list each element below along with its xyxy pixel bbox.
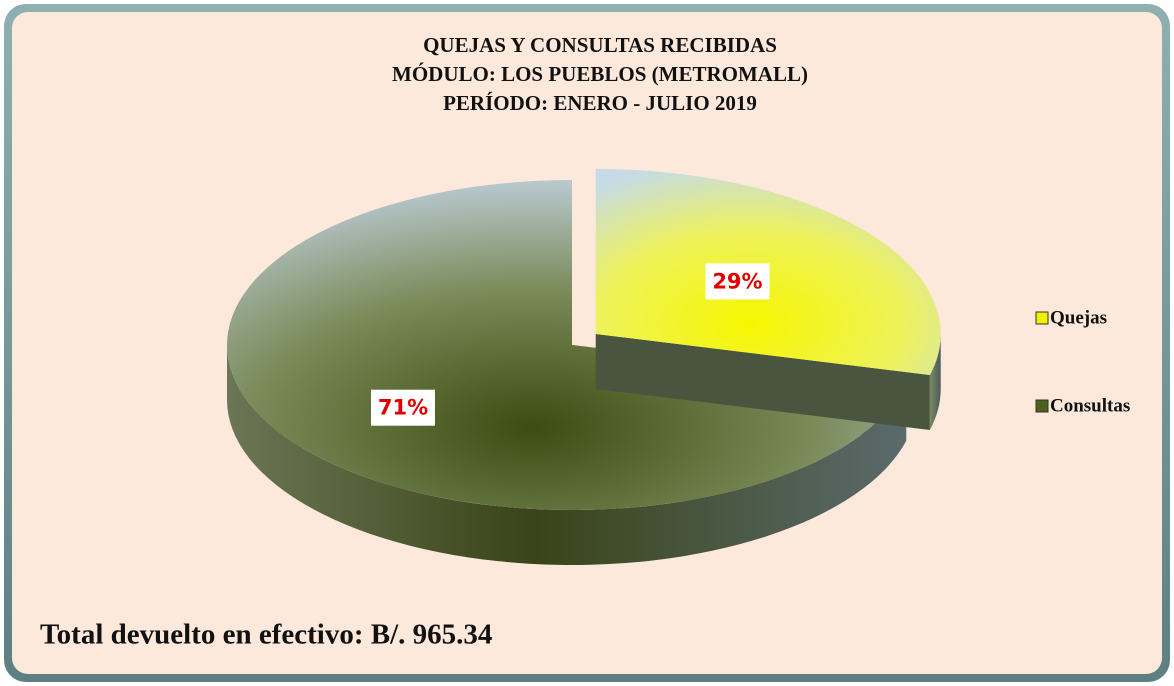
slice-side [227,345,907,566]
slice-side [929,333,941,431]
chart-title: PERÍODO: ENERO - JULIO 2019 [443,91,757,115]
pie: 29% 71% [227,168,941,566]
data-label-box [705,263,770,300]
chart-area [12,12,1162,674]
data-label: 71% [378,396,428,420]
data-label: 29% [712,269,762,293]
slice-wall [595,333,930,431]
data-label-box [370,389,435,426]
legend-swatch [1035,399,1049,413]
legend-swatch [1035,311,1049,325]
chart-title: MÓDULO: LOS PUEBLOS (METROMALL) [392,62,808,86]
chart-title: QUEJAS Y CONSULTAS RECIBIDAS [423,33,777,57]
slice [227,180,907,510]
annotation: Total devuelto en efectivo: B/. 965.34 [40,619,492,651]
legend-label: Quejas [1050,307,1107,328]
legend-label: Consultas [1050,395,1130,416]
